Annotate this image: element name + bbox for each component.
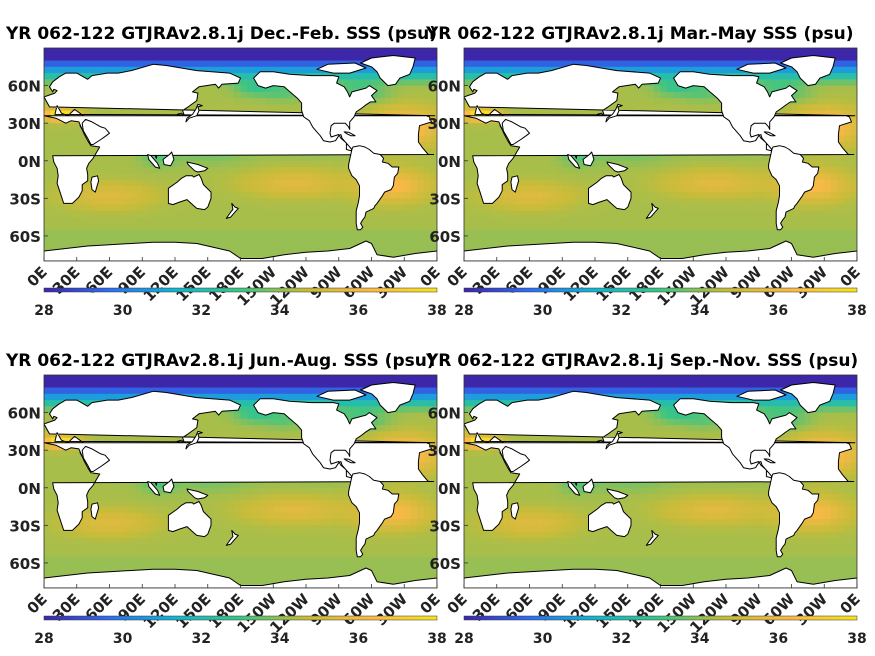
colorbar: 28 30 32 34 36 38	[34, 287, 447, 319]
colorbar-tick-label: 34	[270, 631, 290, 647]
colorbar-tick-label: 28	[454, 303, 473, 319]
y-tick-label: 30N	[428, 115, 461, 133]
colorbar-tick-label: 30	[113, 631, 133, 647]
x-tick-label: 120E	[560, 263, 602, 305]
x-tick-label: 90W	[726, 590, 766, 630]
x-tick-label: 0E	[23, 263, 50, 290]
y-tick-label: 60S	[9, 555, 41, 573]
colorbar-tick-label: 34	[270, 303, 290, 319]
colorbar-tick-label: 38	[427, 303, 446, 319]
y-tick-label: 60N	[8, 405, 41, 423]
y-tick-label: 0N	[18, 480, 41, 498]
y-tick-label: 30N	[8, 442, 41, 460]
panel-title: YR 062-122 GTJRAv2.8.1j Sep.-Nov. SSS (p…	[425, 351, 858, 371]
map-panel-1: YR 062-122 GTJRAv2.8.1j Dec.-Feb. SSS (p…	[5, 24, 447, 319]
x-tick-label: 30W	[792, 590, 832, 630]
colorbar-tick-label: 38	[847, 303, 866, 319]
y-tick-label: 60S	[429, 555, 461, 573]
panel-title: YR 062-122 GTJRAv2.8.1j Dec.-Feb. SSS (p…	[5, 24, 437, 44]
x-tick-label: 90W	[726, 263, 766, 303]
colorbar-tick-label: 36	[769, 303, 788, 319]
y-tick-label: 30S	[429, 190, 461, 208]
x-tick-label: 60E	[82, 263, 117, 298]
y-tick-label: 30N	[428, 442, 461, 460]
x-tick-label: 0E	[443, 590, 470, 617]
x-tick-label: 30E	[49, 263, 84, 298]
colorbar-tick-label: 32	[611, 631, 630, 647]
colorbar-tick-label: 36	[349, 303, 368, 319]
x-tick-label: 150E	[592, 590, 634, 632]
x-tick-label: 0E	[416, 263, 443, 290]
colorbar: 28 30 32 34 36 38	[454, 615, 867, 647]
colorbar-tick-label: 36	[349, 631, 368, 647]
x-tick-label: 60W	[339, 590, 379, 630]
y-tick-label: 60N	[428, 78, 461, 96]
y-tick-label: 30S	[429, 517, 461, 535]
y-tick-label: 60N	[428, 405, 461, 423]
colorbar-tick-label: 38	[847, 631, 866, 647]
colorbar-tick-label: 28	[34, 303, 53, 319]
colorbar-tick-label: 28	[34, 631, 53, 647]
map-panel-3: YR 062-122 GTJRAv2.8.1j Jun.-Aug. SSS (p…	[5, 351, 447, 647]
x-tick-label: 30W	[372, 263, 412, 303]
y-tick-label: 0N	[18, 153, 41, 171]
map-panel-4: YR 062-122 GTJRAv2.8.1j Sep.-Nov. SSS (p…	[425, 351, 867, 647]
colorbar-tick-label: 30	[113, 303, 133, 319]
colorbar: 28 30 32 34 36 38	[454, 287, 867, 319]
y-tick-label: 0N	[438, 480, 461, 498]
x-tick-label: 30W	[372, 590, 412, 630]
x-tick-label: 120E	[140, 590, 182, 632]
x-tick-label: 60E	[502, 263, 537, 298]
x-tick-label: 30E	[469, 263, 504, 298]
x-tick-label: 150E	[172, 590, 214, 632]
x-tick-label: 150E	[172, 263, 214, 305]
y-tick-label: 0N	[438, 153, 461, 171]
colorbar-tick-label: 30	[533, 303, 553, 319]
x-tick-label: 120E	[140, 263, 182, 305]
x-tick-label: 60W	[339, 263, 379, 303]
colorbar-tick-label: 34	[690, 303, 710, 319]
colorbar: 28 30 32 34 36 38	[34, 615, 447, 647]
y-tick-label: 60S	[9, 228, 41, 246]
x-tick-label: 0E	[23, 590, 50, 617]
x-tick-label: 60W	[759, 590, 799, 630]
x-tick-label: 150E	[592, 263, 634, 305]
colorbar-tick-label: 28	[454, 631, 473, 647]
y-tick-label: 30S	[9, 190, 41, 208]
colorbar-tick-label: 36	[769, 631, 788, 647]
colorbar-tick-label: 34	[690, 631, 710, 647]
land-mask	[464, 382, 857, 588]
x-tick-label: 0E	[443, 263, 470, 290]
x-tick-label: 90W	[306, 263, 346, 303]
land-mask	[464, 55, 857, 261]
y-tick-label: 60N	[8, 78, 41, 96]
x-tick-label: 120E	[560, 590, 602, 632]
x-tick-label: 0E	[836, 590, 863, 617]
colorbar-tick-label: 32	[191, 303, 210, 319]
colorbar-tick-label: 38	[427, 631, 446, 647]
land-mask	[44, 55, 437, 261]
x-tick-label: 0E	[836, 263, 863, 290]
colorbar-tick-label: 32	[611, 303, 630, 319]
y-tick-label: 30N	[8, 115, 41, 133]
y-tick-label: 60S	[429, 228, 461, 246]
x-tick-label: 30W	[792, 263, 832, 303]
x-tick-label: 60W	[759, 263, 799, 303]
colorbar-tick-label: 30	[533, 631, 553, 647]
map-panel-2: YR 062-122 GTJRAv2.8.1j Mar.-May SSS (ps…	[425, 24, 867, 319]
panel-title: YR 062-122 GTJRAv2.8.1j Mar.-May SSS (ps…	[425, 24, 854, 44]
y-tick-label: 30S	[9, 517, 41, 535]
land-mask	[44, 382, 437, 588]
colorbar-tick-label: 32	[191, 631, 210, 647]
panel-title: YR 062-122 GTJRAv2.8.1j Jun.-Aug. SSS (p…	[5, 351, 435, 371]
x-tick-label: 0E	[416, 590, 443, 617]
x-tick-label: 90W	[306, 590, 346, 630]
